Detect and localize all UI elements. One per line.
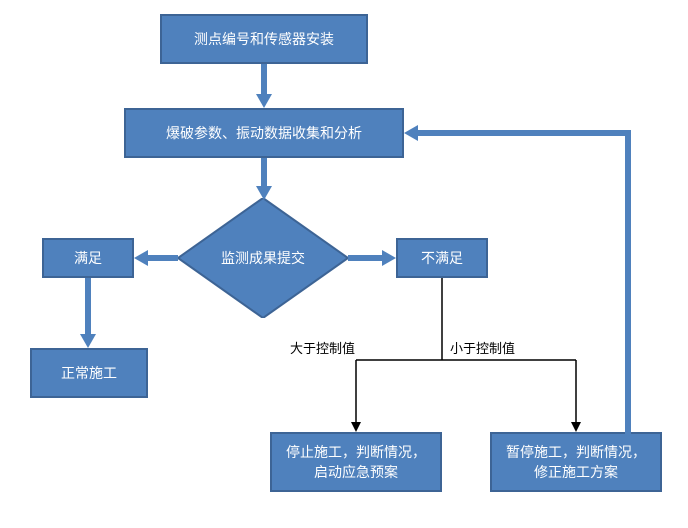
edge-label-text: 小于控制值 xyxy=(450,341,515,356)
node-n5: 不满足 xyxy=(396,238,488,278)
node-n2: 爆破参数、振动数据收集和分析 xyxy=(124,108,404,158)
node-n6: 正常施工 xyxy=(30,348,148,398)
node-n7: 停止施工，判断情况，启动应急预案 xyxy=(270,432,442,492)
arrowhead-left-icon xyxy=(134,250,148,266)
arrowhead-right-icon xyxy=(382,250,396,266)
edge-label-left: 大于控制值 xyxy=(290,338,355,357)
node-label: 正常施工 xyxy=(61,363,117,383)
arrowhead-down-icon xyxy=(80,334,96,348)
node-label: 停止施工，判断情况，启动应急预案 xyxy=(282,442,430,482)
node-label: 爆破参数、振动数据收集和分析 xyxy=(166,123,362,143)
edge-n8-n2-v xyxy=(625,130,631,434)
arrowhead-down-icon xyxy=(256,186,272,200)
edge-n3-n4 xyxy=(148,255,178,261)
edge-n8-n2-h xyxy=(418,130,631,136)
node-label: 不满足 xyxy=(421,248,463,268)
node-n4: 满足 xyxy=(42,238,134,278)
node-n3: 监测成果提交 xyxy=(178,198,348,318)
node-label: 监测成果提交 xyxy=(221,248,305,268)
node-label: 暂停施工，判断情况，修正施工方案 xyxy=(502,442,650,482)
edge-label-text: 大于控制值 xyxy=(290,341,355,356)
arrowhead-down-icon xyxy=(256,94,272,108)
edge-n1-n2 xyxy=(261,64,267,94)
node-n8: 暂停施工，判断情况，修正施工方案 xyxy=(490,432,662,492)
node-label: 满足 xyxy=(74,248,102,268)
arrowhead-left-icon xyxy=(404,125,418,141)
node-n1: 测点编号和传感器安装 xyxy=(160,14,368,64)
edge-n4-n6 xyxy=(85,278,91,334)
edge-label-right: 小于控制值 xyxy=(450,338,515,357)
edge-n2-n3 xyxy=(261,158,267,186)
edge-n3-n5 xyxy=(348,255,382,261)
node-label: 测点编号和传感器安装 xyxy=(194,29,334,49)
